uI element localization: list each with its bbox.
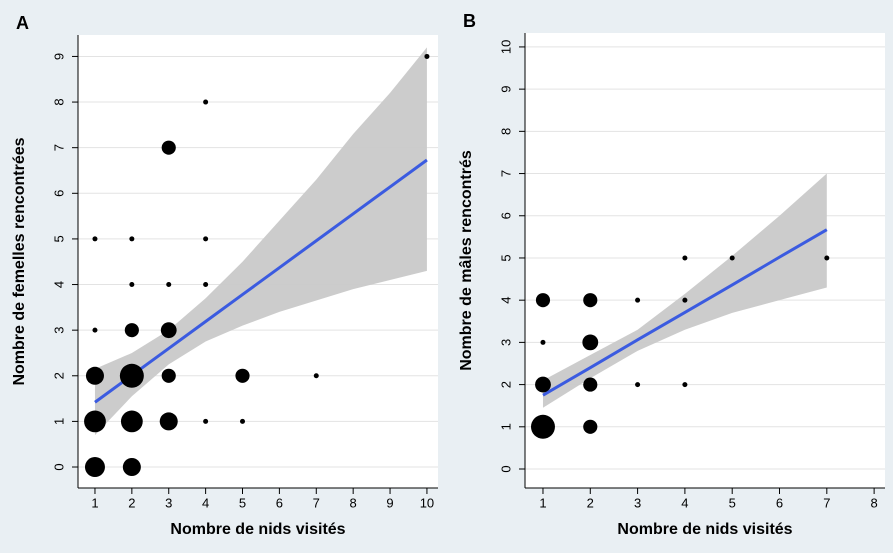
point	[84, 410, 106, 433]
y-tick-label: 4	[498, 297, 513, 304]
y-tick-label: 1	[51, 418, 66, 425]
y-tick-label: 5	[498, 254, 513, 261]
point	[159, 412, 178, 431]
point	[682, 382, 688, 388]
fit-line	[94, 158, 428, 404]
confidence-band	[542, 173, 827, 408]
y-tick-label: 2	[51, 372, 66, 379]
x-tick-label: 1	[91, 495, 98, 510]
y-tick-label: 8	[51, 98, 66, 105]
x-axis-title: Nombre de nids visités	[170, 521, 345, 538]
point	[166, 282, 172, 288]
y-tick-label: 6	[51, 190, 66, 197]
point	[583, 419, 598, 434]
y-tick-label: 0	[498, 465, 513, 472]
point	[682, 255, 688, 261]
y-tick-label: 2	[498, 381, 513, 388]
x-tick-label: 6	[276, 495, 283, 510]
point	[729, 255, 735, 261]
x-tick-label: 1	[539, 495, 546, 510]
y-axis-title: Nombre de mâles rencontrés	[458, 150, 475, 371]
x-tick-label: 5	[729, 495, 736, 510]
point	[682, 297, 688, 303]
point	[635, 382, 641, 388]
point	[203, 99, 209, 105]
point	[535, 293, 551, 308]
x-tick-label: 10	[420, 495, 434, 510]
point	[161, 368, 176, 383]
x-tick-label: 4	[202, 495, 209, 510]
x-axis-title: Nombre de nids visités	[617, 521, 792, 538]
point	[124, 323, 139, 338]
point	[120, 410, 143, 433]
x-tick-label: 9	[386, 495, 393, 510]
y-tick-label: 1	[498, 423, 513, 430]
point	[530, 414, 555, 439]
y-tick-label: 9	[51, 53, 66, 60]
point	[85, 366, 104, 385]
x-tick-label: 3	[165, 495, 172, 510]
y-tick-label: 10	[498, 40, 513, 54]
point	[583, 377, 598, 392]
confidence-band	[94, 47, 427, 436]
x-tick-label: 7	[313, 495, 320, 510]
point	[203, 418, 209, 424]
y-tick-label: 0	[51, 463, 66, 470]
point	[582, 334, 599, 351]
point	[92, 327, 98, 333]
panel-label: A	[16, 13, 29, 33]
point	[92, 236, 98, 242]
x-tick-label: 2	[587, 495, 594, 510]
point	[122, 458, 141, 477]
point	[129, 236, 135, 242]
point	[635, 297, 641, 303]
point	[203, 282, 209, 288]
point	[129, 282, 135, 288]
point	[535, 376, 551, 393]
x-tick-label: 5	[239, 495, 246, 510]
x-tick-label: 4	[681, 495, 688, 510]
y-tick-label: 4	[51, 281, 66, 288]
point	[240, 418, 246, 424]
x-tick-label: 2	[128, 495, 135, 510]
point	[313, 373, 319, 379]
point	[203, 236, 209, 242]
x-tick-label: 8	[350, 495, 357, 510]
panel-label: B	[463, 11, 476, 31]
y-tick-label: 9	[498, 86, 513, 93]
y-tick-label: 5	[51, 235, 66, 242]
point	[540, 339, 546, 345]
point	[235, 368, 250, 383]
plot-area	[525, 33, 885, 488]
y-tick-label: 7	[498, 170, 513, 177]
point	[160, 322, 177, 339]
x-tick-label: 8	[871, 495, 878, 510]
x-tick-label: 7	[823, 495, 830, 510]
point	[119, 363, 144, 388]
point	[583, 293, 598, 308]
y-tick-label: 3	[51, 327, 66, 334]
y-tick-label: 3	[498, 339, 513, 346]
y-tick-label: 6	[498, 212, 513, 219]
fit-line	[542, 228, 828, 397]
point	[84, 457, 105, 478]
point	[424, 53, 430, 59]
x-tick-label: 6	[776, 495, 783, 510]
x-tick-label: 3	[634, 495, 641, 510]
y-tick-label: 7	[51, 144, 66, 151]
point	[824, 255, 830, 261]
y-axis-title: Nombre de femelles rencontrées	[11, 137, 28, 385]
y-tick-label: 8	[498, 128, 513, 135]
point	[161, 140, 176, 155]
